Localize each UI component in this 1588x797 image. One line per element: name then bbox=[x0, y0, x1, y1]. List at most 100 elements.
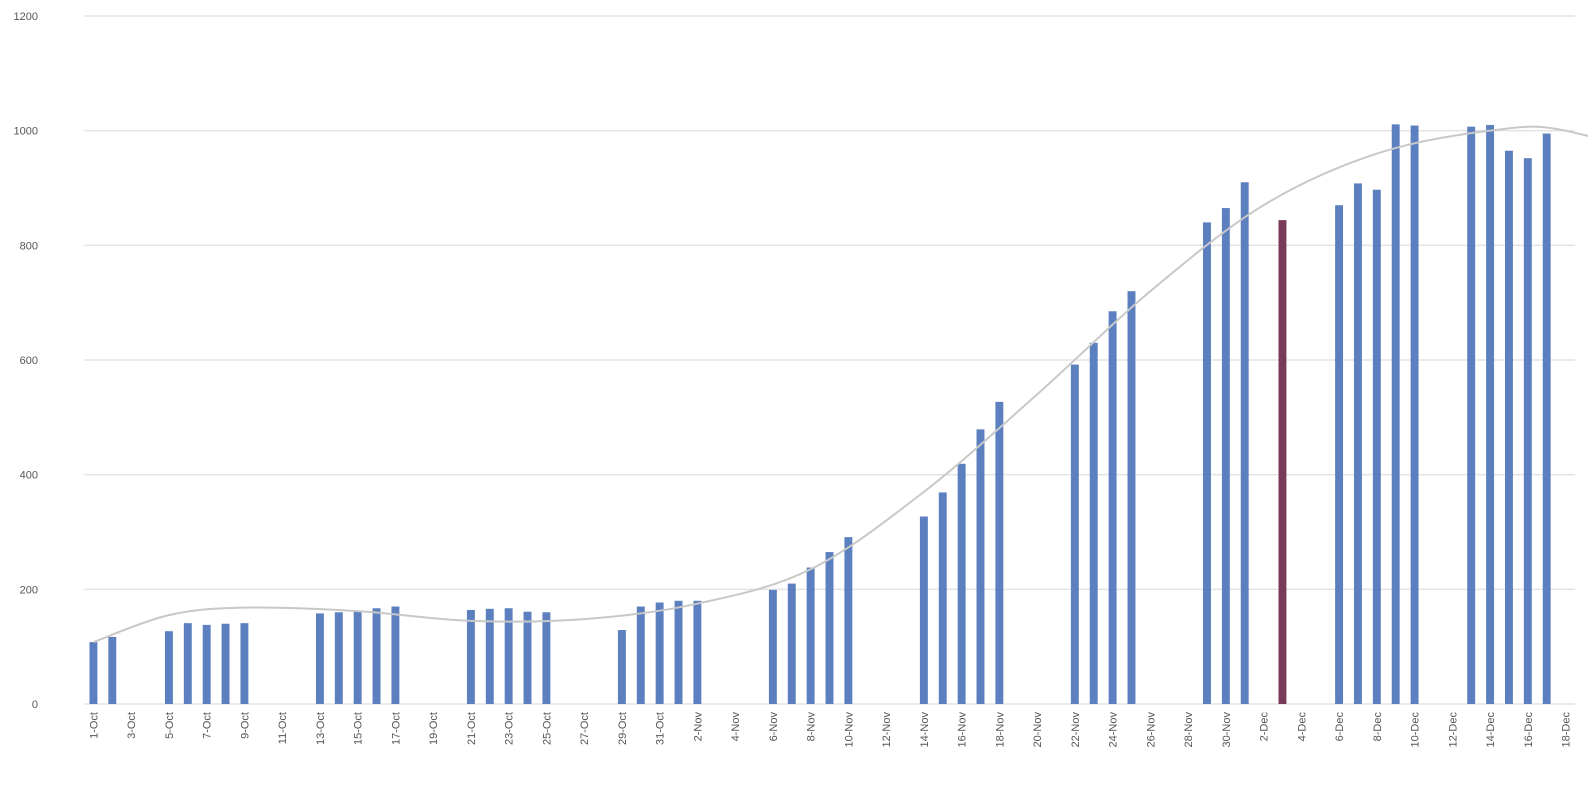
bar bbox=[976, 429, 985, 704]
x-tick-label: 25-Oct bbox=[541, 712, 553, 745]
bar bbox=[768, 589, 777, 704]
x-tick-label: 8-Dec bbox=[1372, 712, 1384, 742]
bar bbox=[353, 611, 362, 704]
x-tick-label: 8-Nov bbox=[806, 712, 818, 742]
bar bbox=[334, 612, 343, 704]
x-tick-label: 16-Nov bbox=[957, 712, 969, 748]
x-tick-label: 1-Oct bbox=[88, 712, 100, 739]
bar bbox=[938, 492, 947, 704]
bar bbox=[315, 613, 324, 704]
bar bbox=[504, 608, 513, 704]
x-tick-label: 16-Dec bbox=[1523, 712, 1535, 748]
x-tick-label: 26-Nov bbox=[1145, 712, 1157, 748]
x-tick-label: 22-Nov bbox=[1070, 712, 1082, 748]
bar bbox=[1372, 189, 1381, 705]
x-tick-label: 10-Dec bbox=[1410, 712, 1422, 748]
bar bbox=[523, 611, 532, 704]
x-tick-label: 15-Oct bbox=[353, 712, 365, 745]
bar bbox=[1467, 126, 1476, 705]
x-tick-label: 4-Dec bbox=[1296, 712, 1308, 742]
x-tick-label: 3-Oct bbox=[126, 712, 138, 739]
y-tick-label: 1200 bbox=[14, 11, 38, 23]
bar bbox=[1335, 205, 1344, 704]
bar bbox=[1353, 183, 1362, 704]
x-tick-label: 14-Dec bbox=[1485, 712, 1497, 748]
x-tick-label: 12-Dec bbox=[1447, 712, 1459, 748]
bar bbox=[89, 642, 98, 704]
bar bbox=[1108, 311, 1117, 704]
x-tick-label: 2-Nov bbox=[692, 712, 704, 742]
bar bbox=[1523, 158, 1532, 705]
y-axis-ticks: 0 200 400 600 800 1000 1200 bbox=[14, 11, 38, 711]
x-tick-label: 28-Nov bbox=[1183, 712, 1195, 748]
x-tick-label: 11-Oct bbox=[277, 712, 289, 744]
bar bbox=[485, 608, 494, 704]
x-tick-label: 30-Nov bbox=[1221, 712, 1233, 748]
x-tick-label: 18-Nov bbox=[994, 712, 1006, 748]
bar bbox=[1391, 124, 1400, 705]
bar bbox=[1221, 208, 1230, 705]
y-tick-label: 600 bbox=[20, 355, 38, 367]
x-tick-label: 13-Oct bbox=[315, 712, 327, 745]
x-tick-label: 21-Oct bbox=[466, 712, 478, 745]
x-tick-label: 14-Nov bbox=[919, 712, 931, 748]
bar bbox=[221, 623, 230, 704]
x-tick-label: 6-Nov bbox=[768, 712, 780, 742]
x-tick-label: 5-Oct bbox=[164, 712, 176, 739]
x-tick-label: 18-Dec bbox=[1561, 712, 1573, 748]
x-tick-label: 4-Nov bbox=[730, 712, 742, 742]
x-tick-label: 7-Oct bbox=[202, 712, 214, 739]
bar bbox=[1240, 182, 1249, 704]
y-tick-label: 800 bbox=[20, 240, 38, 252]
bar bbox=[202, 624, 211, 704]
bar bbox=[693, 600, 702, 704]
trend-line bbox=[93, 125, 1588, 644]
bar bbox=[372, 608, 381, 704]
bar bbox=[844, 537, 853, 704]
bar bbox=[1203, 222, 1211, 704]
bar bbox=[164, 631, 173, 704]
x-tick-label: 9-Oct bbox=[239, 712, 251, 739]
bar bbox=[655, 602, 664, 704]
x-tick-label: 31-Oct bbox=[655, 712, 667, 745]
bar bbox=[1278, 220, 1287, 704]
bar bbox=[787, 583, 796, 704]
x-tick-label: 10-Nov bbox=[843, 712, 855, 748]
bar bbox=[1127, 291, 1136, 704]
x-tick-label: 19-Oct bbox=[428, 712, 440, 745]
x-tick-label: 24-Nov bbox=[1108, 712, 1120, 748]
bar bbox=[466, 609, 475, 704]
x-tick-label: 29-Oct bbox=[617, 712, 629, 745]
x-tick-label: 17-Oct bbox=[390, 712, 402, 745]
gridlines bbox=[84, 15, 1575, 705]
bar bbox=[183, 623, 192, 704]
x-tick-label: 2-Dec bbox=[1259, 712, 1271, 742]
bar bbox=[617, 630, 626, 704]
y-tick-label: 200 bbox=[20, 584, 38, 596]
x-tick-label: 6-Dec bbox=[1334, 712, 1346, 742]
bar bbox=[806, 567, 815, 704]
y-tick-label: 400 bbox=[20, 470, 38, 482]
x-tick-label: 20-Nov bbox=[1032, 712, 1044, 748]
bar bbox=[542, 612, 551, 704]
y-tick-label: 1000 bbox=[14, 126, 38, 138]
bar bbox=[957, 463, 966, 704]
bar bbox=[636, 606, 645, 704]
x-tick-label: 23-Oct bbox=[504, 712, 516, 745]
x-tick-label: 27-Oct bbox=[579, 712, 591, 745]
x-tick-label: 12-Nov bbox=[881, 712, 893, 748]
bar bbox=[1410, 125, 1419, 705]
trend-line-path bbox=[93, 125, 1588, 644]
bar bbox=[1486, 124, 1495, 704]
bar bbox=[825, 552, 834, 704]
y-tick-label: 0 bbox=[32, 699, 38, 711]
bar bbox=[674, 600, 683, 704]
x-axis-ticks: 1-Oct 3-Oct 5-Oct 7-Oct 9-Oct 11-Oct 13-Oct 15-… bbox=[88, 712, 1572, 748]
bar bbox=[995, 401, 1004, 704]
bar bbox=[240, 623, 249, 704]
bar bbox=[919, 516, 928, 704]
bar bbox=[1542, 133, 1551, 705]
bar bbox=[108, 636, 117, 704]
